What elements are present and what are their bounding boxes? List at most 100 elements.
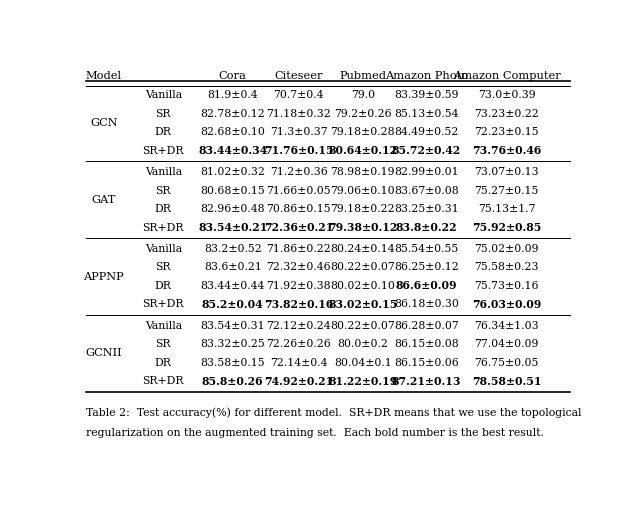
Text: Pubmed: Pubmed bbox=[339, 71, 386, 81]
Text: 71.2±0.36: 71.2±0.36 bbox=[270, 167, 328, 177]
Text: 79.18±0.22: 79.18±0.22 bbox=[330, 204, 395, 214]
Text: 78.58±0.51: 78.58±0.51 bbox=[472, 376, 541, 387]
Text: 80.64±0.12: 80.64±0.12 bbox=[328, 145, 397, 156]
Text: 79.0: 79.0 bbox=[351, 90, 375, 100]
Text: 80.24±0.14: 80.24±0.14 bbox=[330, 244, 395, 254]
Text: 87.21±0.13: 87.21±0.13 bbox=[392, 376, 461, 387]
Text: 71.76±0.15: 71.76±0.15 bbox=[264, 145, 333, 156]
Text: APPNP: APPNP bbox=[83, 271, 124, 282]
Text: GAT: GAT bbox=[92, 195, 116, 205]
Text: SR+DR: SR+DR bbox=[143, 146, 184, 156]
Text: 83.44±0.44: 83.44±0.44 bbox=[200, 281, 265, 291]
Text: 70.86±0.15: 70.86±0.15 bbox=[266, 204, 331, 214]
Text: 82.78±0.12: 82.78±0.12 bbox=[200, 109, 265, 119]
Text: 85.8±0.26: 85.8±0.26 bbox=[202, 376, 264, 387]
Text: 80.22±0.07: 80.22±0.07 bbox=[330, 262, 395, 272]
Text: 71.66±0.05: 71.66±0.05 bbox=[266, 186, 331, 195]
Text: 80.0±0.2: 80.0±0.2 bbox=[337, 339, 388, 349]
Text: Table 2:  Test accuracy(%) for different model.  SR+DR means that we use the top: Table 2: Test accuracy(%) for different … bbox=[86, 407, 582, 418]
Text: 72.32±0.46: 72.32±0.46 bbox=[266, 262, 331, 272]
Text: 86.15±0.08: 86.15±0.08 bbox=[394, 339, 459, 349]
Text: 73.0±0.39: 73.0±0.39 bbox=[477, 90, 536, 100]
Text: 86.15±0.06: 86.15±0.06 bbox=[394, 358, 459, 368]
Text: 74.92±0.21: 74.92±0.21 bbox=[264, 376, 333, 387]
Text: 86.28±0.07: 86.28±0.07 bbox=[394, 321, 459, 331]
Text: Vanilla: Vanilla bbox=[145, 244, 182, 254]
Text: SR+DR: SR+DR bbox=[143, 299, 184, 309]
Text: 71.3±0.37: 71.3±0.37 bbox=[270, 127, 328, 137]
Text: 73.07±0.13: 73.07±0.13 bbox=[474, 167, 539, 177]
Text: 83.8±0.22: 83.8±0.22 bbox=[396, 222, 457, 233]
Text: 80.04±0.1: 80.04±0.1 bbox=[334, 358, 392, 368]
Text: 80.02±0.10: 80.02±0.10 bbox=[330, 281, 395, 291]
Text: 71.92±0.38: 71.92±0.38 bbox=[266, 281, 331, 291]
Text: 76.34±1.03: 76.34±1.03 bbox=[474, 321, 539, 331]
Text: DR: DR bbox=[155, 358, 172, 368]
Text: 72.14±0.4: 72.14±0.4 bbox=[270, 358, 328, 368]
Text: 83.6±0.21: 83.6±0.21 bbox=[204, 262, 262, 272]
Text: GCN: GCN bbox=[90, 118, 118, 128]
Text: 83.54±0.31: 83.54±0.31 bbox=[200, 321, 265, 331]
Text: 85.2±0.04: 85.2±0.04 bbox=[202, 299, 264, 310]
Text: 83.54±0.21: 83.54±0.21 bbox=[198, 222, 268, 233]
Text: SR: SR bbox=[156, 109, 171, 119]
Text: 73.76±0.46: 73.76±0.46 bbox=[472, 145, 541, 156]
Text: 80.22±0.07: 80.22±0.07 bbox=[330, 321, 395, 331]
Text: 75.02±0.09: 75.02±0.09 bbox=[474, 244, 539, 254]
Text: 81.22±0.19: 81.22±0.19 bbox=[328, 376, 397, 387]
Text: 82.96±0.48: 82.96±0.48 bbox=[200, 204, 265, 214]
Text: 72.23±0.15: 72.23±0.15 bbox=[474, 127, 539, 137]
Text: DR: DR bbox=[155, 127, 172, 137]
Text: 86.18±0.30: 86.18±0.30 bbox=[394, 299, 459, 309]
Text: 76.03±0.09: 76.03±0.09 bbox=[472, 299, 541, 310]
Text: 85.54±0.55: 85.54±0.55 bbox=[394, 244, 458, 254]
Text: 70.7±0.4: 70.7±0.4 bbox=[273, 90, 324, 100]
Text: SR+DR: SR+DR bbox=[143, 222, 184, 233]
Text: Citeseer: Citeseer bbox=[275, 71, 323, 81]
Text: 83.2±0.52: 83.2±0.52 bbox=[204, 244, 262, 254]
Text: SR: SR bbox=[156, 339, 171, 349]
Text: 76.75±0.05: 76.75±0.05 bbox=[474, 358, 539, 368]
Text: 79.2±0.26: 79.2±0.26 bbox=[334, 109, 392, 119]
Text: Model: Model bbox=[86, 71, 122, 81]
Text: 83.02±0.15: 83.02±0.15 bbox=[328, 299, 397, 310]
Text: 83.32±0.25: 83.32±0.25 bbox=[200, 339, 265, 349]
Text: 75.92±0.85: 75.92±0.85 bbox=[472, 222, 541, 233]
Text: 72.36±0.21: 72.36±0.21 bbox=[264, 222, 333, 233]
Text: 77.04±0.09: 77.04±0.09 bbox=[474, 339, 539, 349]
Text: SR: SR bbox=[156, 186, 171, 195]
Text: Vanilla: Vanilla bbox=[145, 90, 182, 100]
Text: 83.39±0.59: 83.39±0.59 bbox=[394, 90, 458, 100]
Text: regularization on the augmented training set.  Each bold number is the best resu: regularization on the augmented training… bbox=[86, 428, 545, 438]
Text: 75.58±0.23: 75.58±0.23 bbox=[474, 262, 539, 272]
Text: 83.44±0.34: 83.44±0.34 bbox=[198, 145, 268, 156]
Text: 79.38±0.12: 79.38±0.12 bbox=[328, 222, 397, 233]
Text: Cora: Cora bbox=[219, 71, 246, 81]
Text: DR: DR bbox=[155, 281, 172, 291]
Text: 79.06±0.10: 79.06±0.10 bbox=[330, 186, 395, 195]
Text: Vanilla: Vanilla bbox=[145, 321, 182, 331]
Text: 73.82±0.16: 73.82±0.16 bbox=[264, 299, 333, 310]
Text: SR+DR: SR+DR bbox=[143, 376, 184, 386]
Text: 83.25±0.31: 83.25±0.31 bbox=[394, 204, 459, 214]
Text: DR: DR bbox=[155, 204, 172, 214]
Text: 82.68±0.10: 82.68±0.10 bbox=[200, 127, 265, 137]
Text: SR: SR bbox=[156, 262, 171, 272]
Text: GCNII: GCNII bbox=[86, 348, 122, 358]
Text: 85.13±0.54: 85.13±0.54 bbox=[394, 109, 458, 119]
Text: Vanilla: Vanilla bbox=[145, 167, 182, 177]
Text: 73.23±0.22: 73.23±0.22 bbox=[474, 109, 539, 119]
Text: 81.02±0.32: 81.02±0.32 bbox=[200, 167, 265, 177]
Text: 85.72±0.42: 85.72±0.42 bbox=[392, 145, 461, 156]
Text: 71.18±0.32: 71.18±0.32 bbox=[266, 109, 331, 119]
Text: 81.9±0.4: 81.9±0.4 bbox=[207, 90, 258, 100]
Text: 71.86±0.22: 71.86±0.22 bbox=[266, 244, 331, 254]
Text: 86.6±0.09: 86.6±0.09 bbox=[396, 280, 457, 292]
Text: 80.68±0.15: 80.68±0.15 bbox=[200, 186, 265, 195]
Text: 72.26±0.26: 72.26±0.26 bbox=[266, 339, 331, 349]
Text: 86.25±0.12: 86.25±0.12 bbox=[394, 262, 459, 272]
Text: 82.99±0.01: 82.99±0.01 bbox=[394, 167, 458, 177]
Text: 72.12±0.24: 72.12±0.24 bbox=[266, 321, 331, 331]
Text: 79.18±0.28: 79.18±0.28 bbox=[330, 127, 395, 137]
Text: 83.58±0.15: 83.58±0.15 bbox=[200, 358, 265, 368]
